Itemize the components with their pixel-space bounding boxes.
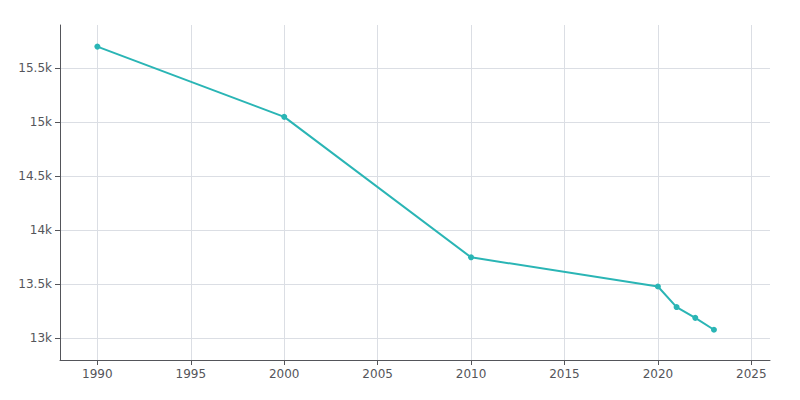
svg-text:13.5k: 13.5k bbox=[18, 277, 52, 291]
svg-text:14k: 14k bbox=[30, 223, 52, 237]
svg-text:15.5k: 15.5k bbox=[18, 61, 52, 75]
svg-text:2020: 2020 bbox=[643, 367, 674, 381]
svg-text:1995: 1995 bbox=[176, 367, 207, 381]
svg-text:2000: 2000 bbox=[269, 367, 300, 381]
svg-text:2005: 2005 bbox=[362, 367, 393, 381]
svg-text:2015: 2015 bbox=[549, 367, 580, 381]
svg-text:15k: 15k bbox=[30, 115, 52, 129]
svg-text:13k: 13k bbox=[30, 331, 52, 345]
svg-text:14.5k: 14.5k bbox=[18, 169, 52, 183]
svg-text:1990: 1990 bbox=[82, 367, 113, 381]
svg-text:2025: 2025 bbox=[736, 367, 767, 381]
svg-text:2010: 2010 bbox=[456, 367, 487, 381]
